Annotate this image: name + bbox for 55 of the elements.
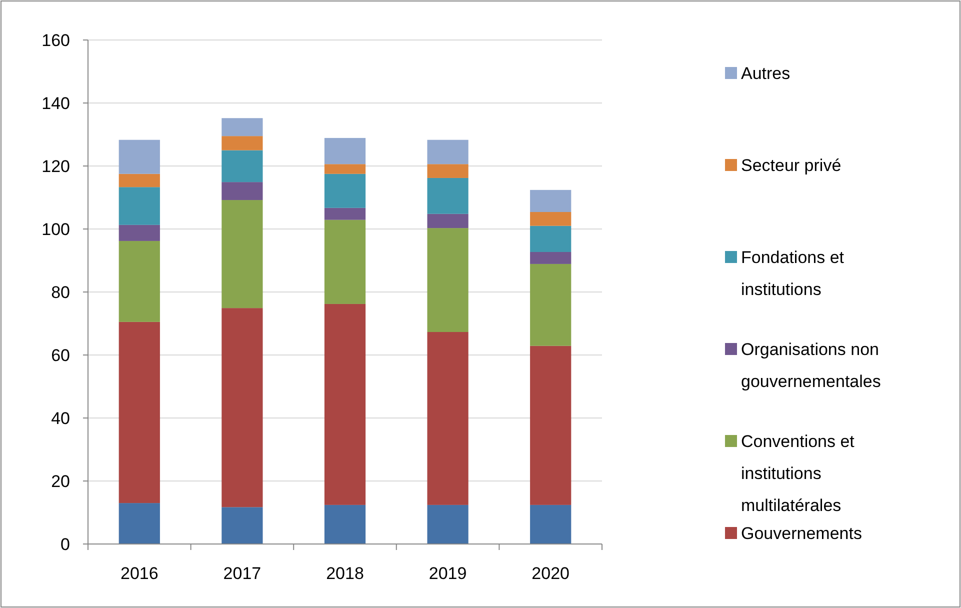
bar <box>222 182 263 200</box>
bar <box>427 228 468 332</box>
bar <box>118 322 160 504</box>
bar <box>222 136 263 150</box>
y-tick-label: 60 <box>51 346 70 365</box>
bar <box>118 503 160 544</box>
bar <box>530 226 572 252</box>
legend-label: Secteur privé <box>741 156 842 175</box>
bar <box>324 174 366 208</box>
bar <box>427 140 468 164</box>
y-tick-label: 0 <box>60 534 70 554</box>
legend-label: Gouvernements <box>741 524 862 543</box>
bar <box>324 208 366 220</box>
y-tick-label: 20 <box>51 472 70 491</box>
bar <box>427 332 468 505</box>
bar <box>324 304 366 505</box>
legend-label: Fondations et institutions <box>741 248 844 299</box>
bar <box>530 264 572 346</box>
y-tick-label: 100 <box>42 220 70 239</box>
bar <box>118 240 160 322</box>
bar <box>530 504 572 544</box>
bar <box>222 150 263 182</box>
bar <box>118 174 160 188</box>
bar <box>222 308 263 508</box>
bar <box>530 252 572 264</box>
y-tick-label: 140 <box>42 94 70 113</box>
bar <box>530 190 572 212</box>
bar <box>118 187 160 225</box>
bar <box>427 178 468 214</box>
y-tick-label: 80 <box>51 282 70 302</box>
bar <box>118 140 160 174</box>
x-tick-label: 2019 <box>428 564 467 583</box>
x-tick-label: 2018 <box>326 564 364 583</box>
bar <box>222 507 263 544</box>
x-tick-label: 2016 <box>120 564 158 583</box>
legend-label: Conventions et institutions multilatérales <box>741 432 855 515</box>
bar <box>427 164 468 178</box>
bar <box>324 220 366 304</box>
bar <box>222 200 263 308</box>
y-tick-label: 160 <box>42 30 70 50</box>
bar <box>222 118 263 136</box>
bar <box>118 224 160 241</box>
bar <box>427 504 468 544</box>
x-tick-label: 2017 <box>223 564 262 583</box>
bar <box>324 138 366 164</box>
bar <box>530 346 572 505</box>
y-tick-label: 120 <box>42 156 70 176</box>
legend-label: Organisations non gouvernementales <box>741 340 881 391</box>
legend-label: Autres <box>741 64 790 83</box>
x-tick-label: 2020 <box>532 564 570 583</box>
y-tick-label: 40 <box>51 408 70 428</box>
bar <box>324 164 366 174</box>
bar <box>324 504 366 544</box>
bar <box>530 212 572 226</box>
bar <box>427 214 468 228</box>
